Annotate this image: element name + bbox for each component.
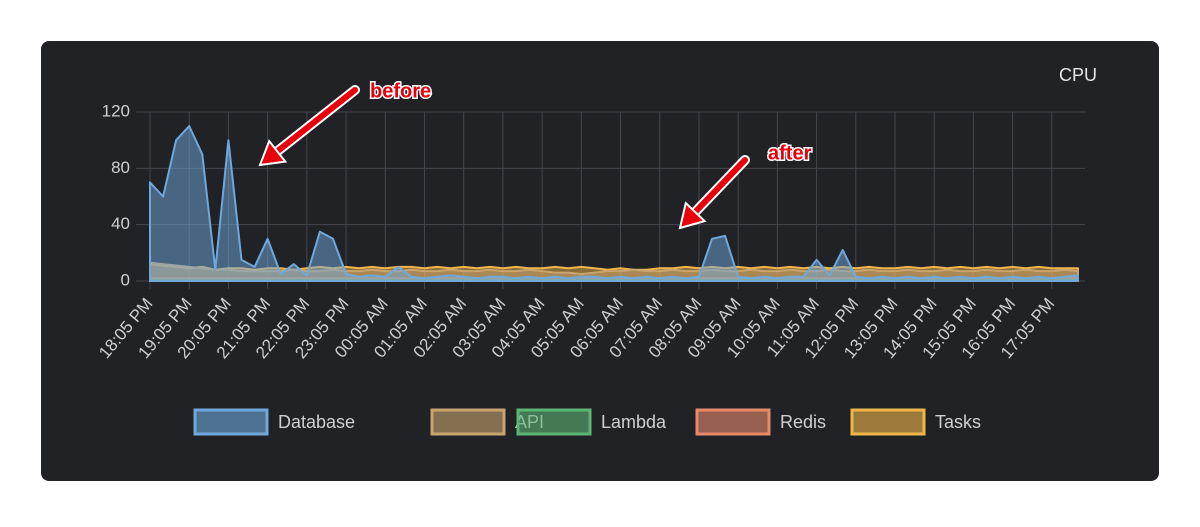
legend-swatch [516, 408, 592, 436]
legend-swatch [850, 408, 926, 436]
annotation-arrow [274, 87, 358, 155]
legend-swatch [193, 408, 269, 436]
area [149, 125, 1079, 282]
annotation-arrowhead [678, 201, 707, 230]
y-tick-label: 80 [111, 158, 130, 177]
y-tick-label: 0 [121, 270, 130, 289]
card [41, 41, 1159, 481]
annotation-arrow [692, 157, 748, 216]
legend-swatch [695, 408, 771, 436]
legend-label: Redis [780, 412, 826, 432]
annotation-arrowhead [258, 139, 288, 167]
annotation-text: after [768, 142, 812, 164]
annotation-text: before [370, 80, 431, 102]
legend-label: Database [278, 412, 355, 432]
legend-swatch [430, 408, 506, 436]
chart-title: CPU [1059, 65, 1097, 85]
y-tick-label: 40 [111, 214, 130, 233]
legend-label: Tasks [935, 412, 981, 432]
legend-label: Lambda [601, 412, 667, 432]
y-tick-label: 120 [102, 101, 130, 120]
annotation: after [678, 141, 813, 230]
annotation: before [258, 79, 433, 167]
